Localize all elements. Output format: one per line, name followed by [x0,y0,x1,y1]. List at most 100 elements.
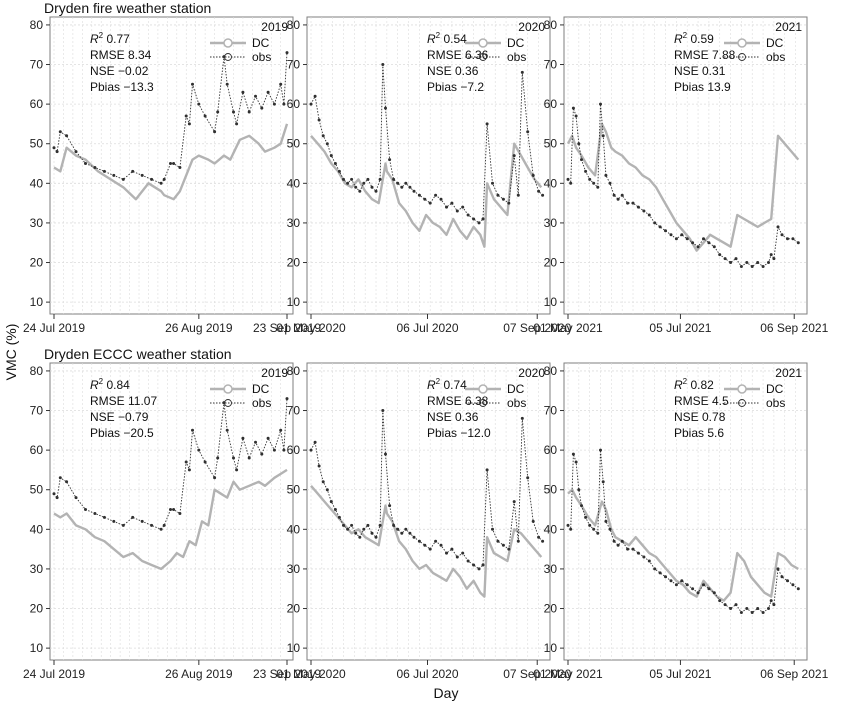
obs-point [439,197,443,201]
obs-point [750,265,754,268]
obs-point [159,527,163,531]
obs-point [187,468,191,472]
obs-point [780,575,784,579]
x-tick-label: 01 May 2021 [533,321,603,335]
obs-point [796,587,800,591]
obs-point [52,492,56,496]
stat-rmse: RMSE 6.38 [427,394,489,408]
row-title-eccc-station: Dryden ECCC weather station [44,346,232,362]
y-tick-label: 50 [287,137,301,151]
obs-point [378,523,382,527]
obs-point [718,253,722,257]
obs-point [702,237,705,241]
obs-point [569,527,573,531]
obs-point [74,150,78,154]
y-tick-label: 50 [30,483,44,497]
obs-point [342,523,345,527]
y-tick-label: 30 [30,216,44,230]
obs-point [608,181,612,185]
obs-point [712,591,716,595]
y-tick-label: 70 [544,58,558,72]
obs-point [658,225,662,229]
legend-obs-marker [479,53,487,61]
legend-year: 2020 [518,20,545,34]
stat-nse: NSE 0.36 [427,64,479,78]
obs-point [531,519,535,523]
y-tick-label: 50 [30,137,44,151]
y-tick-label: 60 [544,97,558,111]
obs-point [232,456,235,460]
obs-point [333,508,337,511]
obs-point [729,261,733,264]
obs-point [723,257,727,261]
stat-r2: R2 0.82 [674,377,714,392]
x-tick-label: 23 Sep 2019 [253,321,321,335]
obs-point [381,63,385,66]
series-dc-line [567,488,799,602]
legend-dc-label: DC [507,36,525,50]
obs-point [346,181,350,185]
obs-point [626,201,630,205]
obs-point [620,193,624,197]
obs-point [472,217,476,221]
obs-point [266,90,270,94]
obs-point [423,543,427,547]
y-tick-label: 80 [544,364,558,378]
obs-point [434,193,438,197]
stat-pbias: Pbias 13.9 [674,80,731,94]
y-tick-label: 20 [287,602,301,616]
obs-point [325,142,329,146]
obs-point [636,551,640,555]
obs-point [450,201,454,205]
obs-point [588,523,592,527]
obs-point [616,543,620,547]
obs-point [65,480,69,484]
legend-year: 2021 [775,366,802,380]
obs-point [707,587,711,591]
obs-point [213,130,217,134]
obs-point [574,460,578,464]
obs-point [121,177,125,181]
obs-point [321,134,325,138]
obs-point [184,114,188,118]
legend-obs-marker [738,399,746,407]
legend-obs-label: obs [252,50,271,64]
obs-point [140,519,144,523]
y-tick-label: 80 [287,18,301,32]
obs-point [370,185,374,189]
stat-r2: R2 0.54 [427,31,467,46]
obs-point [599,102,602,106]
obs-point [216,456,220,460]
obs-point [729,607,733,610]
obs-point [626,547,630,551]
obs-point [612,193,616,197]
obs-point [178,512,182,515]
series-dc-line [53,468,288,571]
obs-point [604,173,608,177]
legend-obs-label: obs [766,396,785,410]
obs-point [516,539,520,543]
y-tick-label: 30 [30,562,44,576]
obs-point [599,448,602,452]
obs-point [392,177,396,181]
obs-point [350,523,354,527]
x-tick-label: 06 Jul 2020 [396,321,458,335]
y-tick-label: 70 [30,58,44,72]
obs-point [408,531,412,535]
obs-point [653,567,657,571]
obs-point [477,567,481,571]
obs-point [696,591,700,595]
obs-point [691,241,695,245]
stat-rmse: RMSE 11.07 [90,394,157,408]
obs-point [796,241,800,245]
obs-point [150,523,154,527]
obs-point [247,110,251,114]
obs-point [434,539,438,543]
x-tick-label: 06 Sep 2021 [760,321,828,335]
obs-point [631,547,635,551]
legend-obs-marker [224,399,232,407]
obs-point [162,177,166,181]
obs-point [439,543,443,547]
obs-point [396,527,400,531]
plot-area [52,51,289,201]
